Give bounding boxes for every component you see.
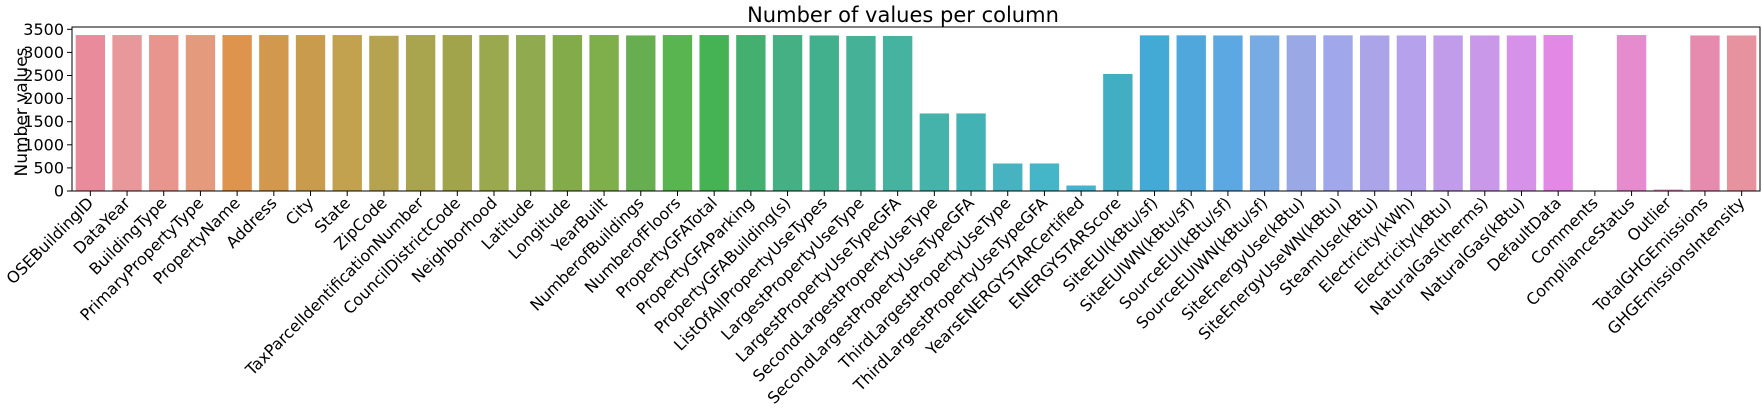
bar-LargestPropertyUseTypeGFA — [882, 35, 913, 192]
x-axis: OSEBuildingIDDataYearBuildingTypePrimary… — [3, 191, 1748, 408]
y-tick-label: 3000 — [23, 43, 64, 62]
bar-Address — [259, 35, 289, 191]
bar-DataYear — [112, 35, 142, 191]
y-tick-label: 2000 — [23, 89, 64, 108]
y-tick-label: 0 — [54, 182, 64, 201]
y-axis-label: Number values — [12, 47, 32, 176]
bar-NaturalGas(therms) — [1470, 35, 1500, 192]
bar-Latitude — [516, 35, 546, 191]
bar-TotalGHGEmissions — [1690, 35, 1720, 192]
y-tick-label: 3500 — [23, 20, 64, 39]
bar-CouncilDistrictCode — [442, 35, 472, 191]
y-axis: 0 500 1000 1500 2000 2500 3000 3500 — [23, 20, 72, 201]
bar-LargestPropertyUseType — [846, 35, 876, 192]
bar-SourceEUIWN(kBtu/sf) — [1249, 35, 1280, 192]
bars-group — [75, 35, 1757, 192]
bar-YearBuilt — [589, 35, 619, 191]
bar-BuildingType — [149, 35, 179, 191]
plot-frame — [71, 26, 1761, 192]
bar-Neighborhood — [479, 35, 509, 191]
bar-OSEBuildingID — [75, 35, 106, 191]
bar-SecondLargestPropertyUseTypeGFA — [956, 113, 986, 191]
y-tick-label: 500 — [33, 158, 64, 177]
bar-State — [332, 35, 362, 191]
bar-Electricity(kWh) — [1396, 35, 1427, 192]
bar-NaturalGas(kBtu) — [1506, 35, 1537, 192]
bar-PrimaryPropertyType — [185, 35, 216, 191]
bar-TaxParcelIdentificationNumber — [405, 35, 436, 191]
bar-ComplianceStatus — [1616, 35, 1647, 191]
bar-NumberofBuildings — [626, 35, 656, 191]
bar-ENERGYSTARScore — [1103, 73, 1133, 191]
bar-PropertyGFABuilding(s) — [772, 35, 803, 191]
bar-ThirdLargestPropertyUseTypeGFA — [1029, 163, 1060, 191]
y-tick-label: 1000 — [23, 135, 64, 154]
bar-NumberofFloors — [662, 35, 693, 191]
bar-SiteEnergyUse(kBtu) — [1286, 35, 1316, 191]
bar-SiteEUIWN(kBtu/sf) — [1176, 35, 1206, 191]
bar-SiteEnergyUseWN(kBtu) — [1323, 35, 1353, 191]
bar-DefaultData — [1543, 35, 1573, 191]
bar-GHGEmissionsIntensity — [1726, 35, 1757, 192]
bar-Longitude — [552, 35, 583, 191]
bar-ListOfAllPropertyUseTypes — [809, 35, 839, 192]
bar-City — [295, 35, 326, 191]
bar-Electricity(kBtu) — [1433, 35, 1463, 192]
bar-PropertyGFATotal — [699, 35, 729, 191]
bar-PropertyGFAParking — [736, 35, 766, 191]
bar-SiteEUI(kBtu/sf) — [1139, 35, 1170, 191]
bar-ZipCode — [369, 35, 399, 191]
chart-title: Number of values per column — [747, 3, 1059, 27]
bar-SourceEUI(kBtu/sf) — [1213, 35, 1243, 192]
bar-ThirdLargestPropertyUseType — [993, 163, 1023, 191]
bar-SecondLargestPropertyUseType — [919, 113, 950, 191]
bar-SteamUse(kBtu) — [1360, 35, 1390, 192]
bar-Outlier — [1653, 189, 1683, 191]
y-tick-label: 1500 — [23, 112, 64, 131]
bar-YearsENERGYSTARCertified — [1066, 185, 1096, 191]
bar-PropertyName — [222, 35, 252, 191]
y-tick-label: 2500 — [23, 66, 64, 85]
